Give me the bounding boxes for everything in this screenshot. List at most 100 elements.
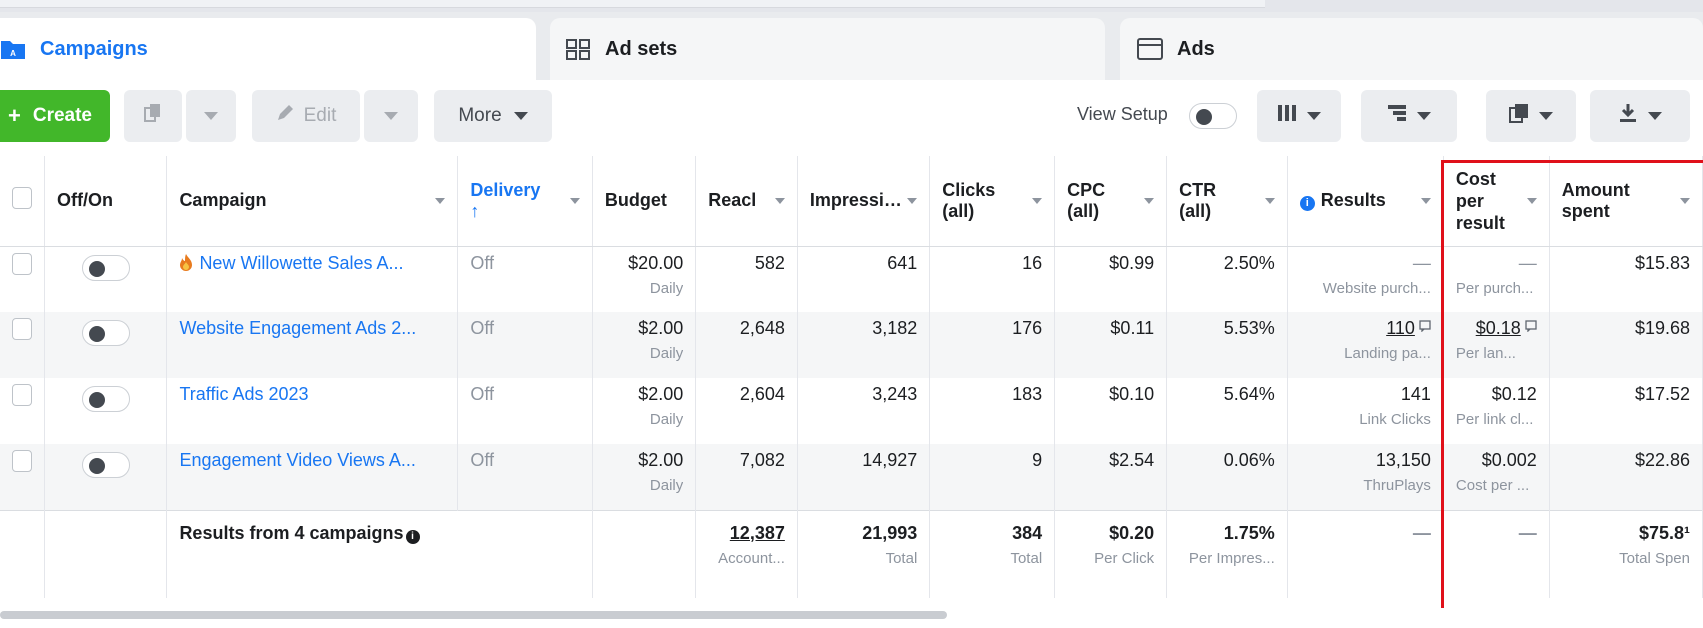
totals-cpc-sub: Per Click — [1094, 549, 1155, 567]
chevron-down-icon — [1648, 112, 1662, 120]
col-reach[interactable]: Reacl — [695, 156, 798, 247]
table-row[interactable]: Website Engagement Ads 2... Off $2.00 Daily… — [0, 312, 1703, 378]
totals-results: — — [1287, 509, 1444, 598]
sort-caret-icon[interactable] — [1526, 198, 1537, 204]
sort-caret-icon[interactable] — [774, 198, 785, 204]
cpc-cell: $2.54 — [1054, 444, 1168, 510]
edit-dropdown[interactable] — [364, 90, 418, 142]
sort-caret-icon[interactable] — [1144, 198, 1155, 204]
duplicate-dropdown[interactable] — [186, 90, 236, 142]
reports-icon — [1509, 103, 1529, 129]
sort-caret-icon[interactable] — [1032, 198, 1043, 204]
budget-cell[interactable]: $2.00 Daily — [592, 444, 697, 510]
row-checkbox[interactable] — [12, 252, 32, 275]
tab-ad-sets[interactable]: Ad sets — [550, 18, 1105, 80]
cost-per-result-value: $0.12 — [1491, 384, 1537, 404]
campaign-toggle[interactable] — [81, 386, 130, 412]
cost-per-result-cell: $0.002 Cost per ... — [1443, 444, 1550, 510]
cost-per-result-value: $0.002 — [1481, 450, 1537, 470]
col-cpc[interactable]: CPC (all) — [1054, 156, 1168, 247]
create-button[interactable]: + Create — [0, 90, 110, 142]
impressions-cell: 641 — [797, 246, 931, 312]
top-scrollbar[interactable] — [0, 0, 1265, 8]
row-select[interactable] — [0, 444, 45, 510]
ctr-value: 2.50% — [1223, 252, 1275, 273]
campaign-toggle[interactable] — [81, 320, 130, 346]
col-campaign[interactable]: Campaign — [166, 156, 459, 247]
results-value: 13,150 — [1375, 450, 1431, 470]
sort-caret-icon[interactable] — [907, 198, 918, 204]
sort-caret-icon[interactable] — [1264, 198, 1275, 204]
export-button[interactable] — [1590, 90, 1690, 142]
col-off-on[interactable]: Off/On — [44, 156, 168, 247]
tab-campaigns[interactable]: A Campaigns — [0, 18, 536, 80]
col-delivery[interactable]: Delivery ↑ — [457, 156, 593, 247]
amount-spent-value: $15.83 — [1634, 252, 1690, 273]
totals-amount-spent: $75.8¹ Total Spen — [1549, 509, 1703, 598]
campaign-name: Traffic Ads 2023 — [179, 384, 309, 404]
scrollbar-thumb[interactable] — [0, 611, 947, 619]
window-icon — [1137, 37, 1163, 61]
results-value[interactable]: 110 — [1386, 318, 1415, 338]
col-ctr[interactable]: CTR (all) — [1166, 156, 1288, 247]
sort-ascending-icon: ↑ — [470, 200, 480, 221]
table-row[interactable]: Engagement Video Views A... Off $2.00 Daily… — [0, 444, 1703, 510]
campaign-toggle[interactable] — [81, 452, 130, 478]
row-select[interactable] — [0, 312, 45, 378]
duplicate-button[interactable] — [124, 90, 182, 142]
view-setup-toggle[interactable] — [1189, 103, 1237, 129]
pencil-icon — [276, 104, 294, 128]
cost-per-result-value[interactable]: $0.18 — [1475, 318, 1521, 338]
table-row[interactable]: Traffic Ads 2023 Off $2.00 Daily 2,604 3,243 1… — [0, 378, 1703, 444]
col-off-on-label: Off/On — [57, 190, 113, 211]
totals-results-value: — — [1412, 522, 1431, 543]
edit-button[interactable]: Edit — [252, 90, 360, 142]
sort-caret-icon[interactable] — [1420, 198, 1431, 204]
col-results[interactable]: i Results — [1287, 156, 1444, 247]
row-checkbox[interactable] — [12, 450, 32, 472]
col-budget[interactable]: Budget — [592, 156, 697, 247]
row-checkbox[interactable] — [12, 384, 32, 406]
breakdown-button[interactable] — [1361, 90, 1457, 142]
columns-button[interactable] — [1257, 90, 1341, 142]
col-clicks[interactable]: Clicks (all) — [929, 156, 1056, 247]
results-cell: 110 Landing pa... — [1287, 312, 1444, 378]
table-row[interactable]: New Willowette Sales A... Off $20.00 Daily 5… — [0, 246, 1703, 312]
sort-caret-icon[interactable] — [435, 198, 446, 204]
campaign-name-link[interactable]: Traffic Ads 2023 — [179, 384, 445, 405]
totals-budget — [592, 509, 697, 598]
row-checkbox[interactable] — [12, 318, 32, 340]
col-impressions[interactable]: Impressi… — [797, 156, 931, 247]
ctr-cell: 5.53% — [1166, 312, 1288, 378]
campaign-name-link[interactable]: New Willowette Sales A... — [179, 253, 445, 276]
tab-ads[interactable]: Ads — [1120, 18, 1703, 80]
sort-caret-icon[interactable] — [569, 198, 580, 204]
select-all-header[interactable] — [0, 156, 45, 247]
budget-cell[interactable]: $20.00 Daily — [592, 246, 697, 312]
budget-cell[interactable]: $2.00 Daily — [592, 378, 697, 444]
results-value: 141 — [1400, 384, 1431, 404]
duplicate-icon — [143, 103, 163, 129]
results-type: ThruPlays — [1363, 477, 1431, 494]
budget-cell[interactable]: $2.00 Daily — [592, 312, 697, 378]
totals-impressions-value: 21,993 — [862, 522, 918, 543]
row-select[interactable] — [0, 246, 45, 312]
campaign-toggle[interactable] — [81, 254, 130, 281]
reports-button[interactable] — [1486, 90, 1576, 142]
totals-impressions-sub: Total — [885, 549, 918, 567]
totals-label: Results from 4 campaigns — [179, 522, 404, 543]
select-all-checkbox[interactable] — [12, 187, 32, 210]
totals-reach-value[interactable]: 12,387 — [729, 522, 785, 543]
budget-value: $20.00 — [628, 252, 684, 273]
row-select[interactable] — [0, 378, 45, 444]
campaign-name-link[interactable]: Website Engagement Ads 2... — [179, 318, 445, 339]
horizontal-scrollbar[interactable] — [0, 608, 1703, 628]
toggle-knob — [88, 392, 105, 408]
more-button[interactable]: More — [434, 90, 552, 142]
col-clicks-label: Clicks (all) — [942, 179, 996, 221]
campaign-name-link[interactable]: Engagement Video Views A... — [179, 450, 445, 471]
col-cost-per-result[interactable]: Cost per result — [1443, 156, 1550, 247]
sort-caret-icon[interactable] — [1680, 198, 1690, 204]
col-amount-spent[interactable]: Amount spent — [1549, 156, 1703, 247]
toggle-knob — [88, 458, 105, 474]
